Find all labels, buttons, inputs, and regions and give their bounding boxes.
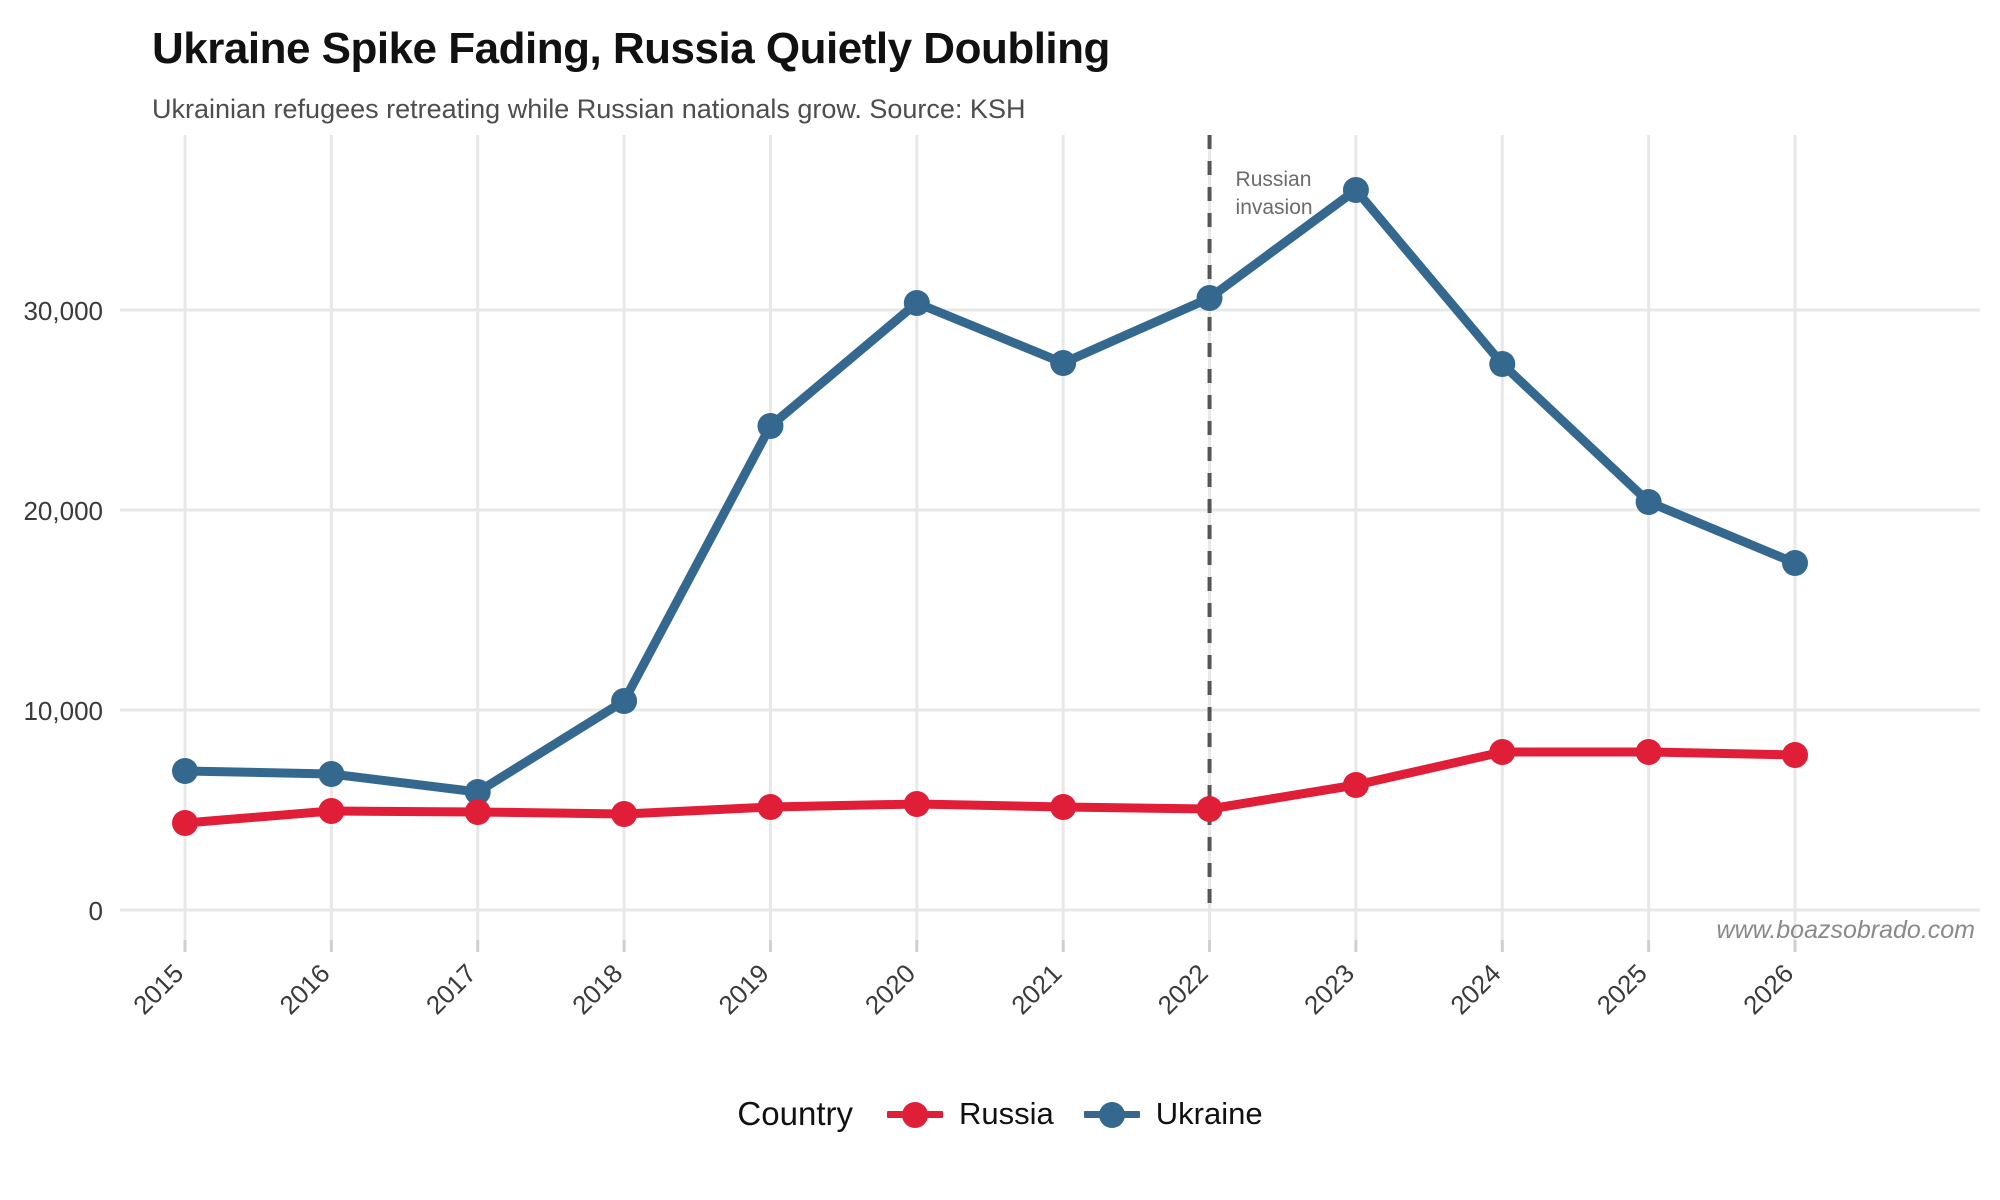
data-point	[1782, 550, 1808, 576]
y-tick-label: 10,000	[23, 696, 103, 726]
data-point	[611, 688, 638, 714]
x-tick-label: 2019	[713, 958, 775, 1020]
data-point	[172, 810, 198, 836]
gridlines	[120, 135, 1980, 940]
data-point	[1196, 285, 1223, 311]
data-point	[318, 798, 345, 824]
data-point	[1050, 794, 1077, 820]
line-chart-plot: 2015 2016 2017 2018 2019 2020 2021 2022 2023 2024…	[23, 135, 1980, 1020]
x-tick-label: 2024	[1444, 958, 1506, 1020]
data-point	[1342, 772, 1369, 798]
data-point	[1489, 351, 1516, 377]
data-point	[757, 794, 784, 820]
y-tick-label: 30,000	[23, 296, 103, 326]
invasion-annotation: Russian invasion	[1236, 168, 1313, 219]
legend-label-ukraine: Ukraine	[1155, 1096, 1263, 1131]
x-axis-ticks: 2015 2016 2017 2018 2019 2020 2021 2022 2023 2024…	[127, 940, 1799, 1020]
legend-title: Country	[737, 1095, 853, 1132]
x-tick-label: 2021	[1005, 958, 1067, 1020]
data-point	[1782, 742, 1808, 768]
data-point	[464, 799, 491, 825]
x-tick-label: 2017	[420, 958, 482, 1020]
legend-item-russia[interactable]: Russia	[886, 1096, 1054, 1132]
x-tick-label: 2026	[1737, 958, 1799, 1020]
data-point	[1635, 739, 1662, 765]
x-tick-label: 2025	[1591, 958, 1653, 1020]
annotation-line: invasion	[1236, 196, 1313, 219]
legend-swatch-russia	[886, 1100, 943, 1128]
x-tick-label: 2016	[273, 958, 335, 1020]
legend-label-russia: Russia	[958, 1096, 1054, 1131]
data-point	[1342, 177, 1369, 203]
x-tick-label: 2023	[1298, 958, 1360, 1020]
x-tick-label: 2022	[1152, 958, 1214, 1020]
data-point	[1196, 796, 1223, 822]
legend-swatch-ukraine	[1083, 1100, 1140, 1128]
data-point	[611, 801, 638, 827]
data-point	[903, 290, 930, 316]
y-tick-label: 0	[89, 896, 103, 926]
data-series-group	[172, 177, 1808, 836]
x-tick-label: 2018	[566, 958, 628, 1020]
y-axis-ticks: 0 10,000 20,000 30,000	[23, 296, 103, 926]
data-point	[172, 758, 198, 784]
page-title: Ukraine Spike Fading, Russia Quietly Dou…	[152, 24, 1110, 73]
data-point	[464, 779, 491, 805]
series-ukraine	[172, 177, 1808, 805]
data-point	[1050, 350, 1077, 376]
annotation-line: Russian	[1236, 168, 1312, 191]
x-tick-label: 2020	[859, 958, 921, 1020]
data-point	[1489, 739, 1516, 765]
x-tick-label: 2015	[127, 958, 189, 1020]
watermark: www.boazsobrado.com	[1717, 916, 1975, 944]
data-point	[903, 791, 930, 817]
data-point	[757, 413, 784, 439]
data-point	[1635, 489, 1662, 515]
chart-subtitle: Ukrainian refugees retreating while Russ…	[152, 94, 1026, 124]
chart-legend: Country Russia Ukraine	[0, 1095, 2000, 1133]
y-tick-label: 20,000	[23, 496, 103, 526]
legend-item-ukraine[interactable]: Ukraine	[1083, 1096, 1263, 1132]
data-point	[318, 761, 345, 787]
series-russia	[172, 739, 1808, 836]
